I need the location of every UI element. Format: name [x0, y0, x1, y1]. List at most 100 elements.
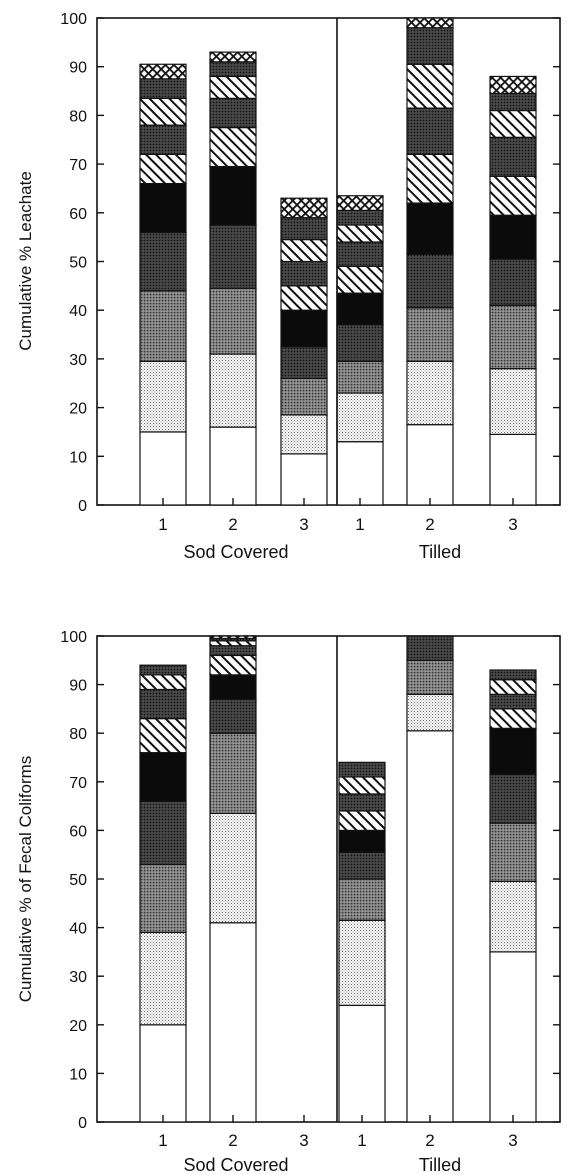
x-tick-label: 2 [228, 1131, 237, 1150]
x-tick-label: 3 [508, 1131, 517, 1150]
bar-segment [139, 153, 187, 185]
bar-segment [139, 863, 187, 934]
bar-segment [406, 17, 454, 29]
bar-segment [209, 224, 257, 289]
bar-segment [489, 433, 537, 506]
y-tick-label: 90 [69, 60, 87, 77]
bar-segment [489, 92, 537, 112]
bar-segment [338, 810, 386, 832]
y-tick-label: 30 [69, 969, 87, 986]
bar-segment [336, 241, 384, 267]
bar-segment [489, 880, 537, 953]
x-tick-label: 2 [228, 515, 237, 534]
bar-segment [139, 97, 187, 126]
y-tick-label: 80 [69, 108, 87, 125]
x-tick-label: 2 [425, 515, 434, 534]
x-tick-label: 3 [299, 515, 308, 534]
bar-segment [139, 674, 187, 691]
x-ticks-layer: 1 2 3 1 2 3 [158, 498, 518, 534]
bar-segment [489, 258, 537, 306]
bar-segment [489, 679, 537, 695]
bar-segment [489, 136, 537, 177]
y-ticks-layer: 0 10 20 30 40 50 60 70 80 90 100 [60, 11, 560, 515]
bar-segment [139, 931, 187, 1026]
bar-segment [209, 674, 257, 700]
y-tick-label: 40 [69, 303, 87, 320]
bar-segment [139, 1024, 187, 1123]
bar-segment [489, 822, 537, 883]
y-axis-label: Cumulative % of Fecal Coliforms [16, 756, 35, 1003]
bar-segment [406, 730, 454, 1123]
bar-segment [280, 377, 328, 416]
bar-segment [406, 307, 454, 362]
bar-segment [406, 63, 454, 109]
bar-segment [280, 414, 328, 455]
bar-segment [489, 304, 537, 370]
bar-segment [139, 290, 187, 362]
x-tick-label: 1 [355, 515, 364, 534]
x-tick-label: 1 [357, 1131, 366, 1150]
bar-segment [209, 654, 257, 676]
y-tick-label: 100 [60, 11, 87, 28]
bar-segment [139, 78, 187, 99]
bar-segment [209, 426, 257, 506]
bar-segment [209, 97, 257, 129]
y-tick-label: 0 [78, 1115, 87, 1132]
y-tick-label: 50 [69, 872, 87, 889]
bar-segment [336, 265, 384, 294]
bar-segment [489, 708, 537, 729]
y-tick-label: 20 [69, 401, 87, 418]
bar-segment [139, 664, 187, 676]
bar-segment [139, 800, 187, 866]
x-ticks-layer: 1 2 3 1 2 3 [158, 1115, 518, 1150]
y-tick-label: 100 [60, 629, 87, 646]
bar-segment [406, 107, 454, 155]
bar-segment [338, 776, 386, 795]
chart-panel-fecal-coliforms: 0 10 20 30 40 50 60 70 80 90 100 1 2 3 1 2 3 Cumulative… [16, 629, 561, 1175]
bar-segment [338, 1004, 386, 1123]
y-tick-label: 20 [69, 1018, 87, 1035]
bar-segment [209, 698, 257, 734]
bar-segment [489, 669, 537, 681]
bar-segment [280, 453, 328, 506]
bar-segment [406, 27, 454, 65]
y-tick-label: 70 [69, 157, 87, 174]
bar-segment [280, 285, 328, 311]
x-tick-label: 3 [299, 1131, 308, 1150]
bar-segment [209, 640, 257, 647]
bar-segment [209, 922, 257, 1123]
bar-segment [139, 431, 187, 506]
bar-segment [489, 693, 537, 710]
y-tick-label: 70 [69, 775, 87, 792]
bar-segment [338, 878, 386, 921]
y-tick-label: 0 [78, 498, 87, 515]
group-label-tilled: Tilled [419, 542, 461, 562]
bar-segment [406, 693, 454, 732]
bars-layer [139, 635, 537, 1123]
chart-panel-leachate: 0 10 20 30 40 50 60 70 80 90 100 1 2 3 1 2 3 Cumulative… [16, 11, 561, 562]
y-tick-label: 10 [69, 1066, 87, 1083]
bar-segment [280, 346, 328, 379]
group-label-tilled: Tilled [419, 1155, 461, 1175]
y-tick-label: 10 [69, 449, 87, 466]
bar-segment [209, 645, 257, 657]
bars-layer [139, 17, 537, 506]
bar-segment [280, 260, 328, 287]
bar-segment [338, 919, 386, 1006]
y-axis-label: Cumulative % Leachate [16, 171, 35, 351]
bar-segment [209, 126, 257, 168]
bar-segment [406, 202, 454, 255]
bar-segment [209, 353, 257, 428]
bar-segment [336, 292, 384, 326]
bar-segment [336, 441, 384, 506]
bar-segment [406, 153, 454, 204]
bar-segment [209, 287, 257, 355]
bar-segment [338, 829, 386, 853]
bar-segment [489, 773, 537, 824]
bar-segment [406, 659, 454, 695]
bar-segment [336, 224, 384, 243]
x-tick-label: 1 [158, 515, 167, 534]
bar-segment [338, 761, 386, 778]
bar-segment [209, 635, 257, 640]
